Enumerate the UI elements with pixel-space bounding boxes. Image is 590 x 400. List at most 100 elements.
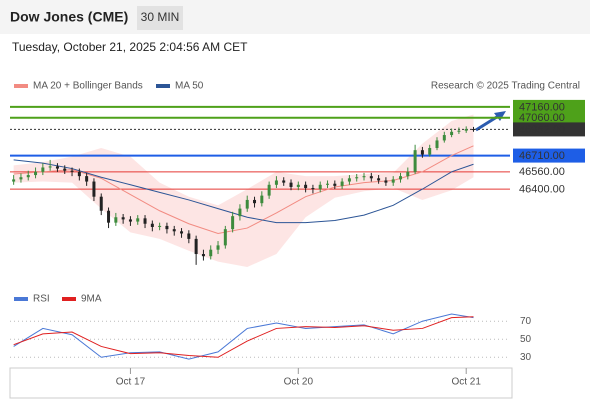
candle-body [428, 148, 432, 155]
candle-body [223, 229, 227, 246]
candle-body [457, 130, 461, 132]
legend-swatch [14, 84, 28, 88]
price-label: 46400.00 [519, 184, 565, 196]
x-tick-label: Oct 17 [116, 377, 146, 388]
candle-body [442, 135, 446, 141]
price-label-box [513, 110, 585, 125]
price-label-box [513, 99, 585, 114]
candle-body [41, 167, 45, 172]
candle-body [209, 249, 213, 257]
candle-body [77, 171, 81, 177]
candle-body [289, 182, 293, 187]
legend-swatch [62, 297, 76, 301]
price-label: 47060.00 [519, 112, 565, 124]
price-label: 47160.00 [519, 101, 565, 113]
candle-body [216, 245, 220, 250]
candle-body [231, 216, 235, 230]
interval[interactable]: 30 MIN [141, 10, 180, 24]
legend-label: MA 50 [175, 81, 204, 92]
candle-body [362, 176, 366, 178]
candle-body [472, 129, 476, 131]
y-tick-label: 50 [520, 334, 532, 345]
candle-body [136, 218, 140, 222]
candle-body [172, 229, 176, 232]
instrument-title: Dow Jones (CME) [10, 9, 128, 25]
candle-body [187, 233, 191, 239]
candle-body [92, 181, 96, 197]
bollinger-band [13, 114, 474, 268]
y-tick-label: 70 [520, 316, 532, 327]
candle-body [70, 170, 74, 172]
candle-body [450, 131, 454, 136]
candle-body [406, 171, 410, 177]
candle-body [282, 180, 286, 183]
legend-label: RSI [33, 294, 50, 305]
interval-box[interactable] [137, 6, 183, 30]
rsi-line [13, 316, 474, 358]
candle-body [384, 180, 388, 183]
candle-body [114, 217, 118, 223]
candle-body [377, 178, 381, 181]
candle-body [165, 225, 169, 230]
candle-body [274, 180, 278, 185]
candle-body [413, 150, 417, 172]
candle-body [121, 217, 125, 220]
candle-body [238, 208, 242, 217]
header-bar [0, 0, 590, 34]
candle-body [194, 238, 198, 255]
candle-body [245, 199, 249, 209]
projection-arrow-head [494, 111, 506, 121]
legend-label: 9MA [81, 294, 102, 305]
candle-body [180, 231, 184, 234]
candle-body [48, 166, 52, 168]
price-label-box [513, 122, 585, 137]
candle-body [267, 184, 271, 196]
candle-body [304, 184, 308, 189]
candle-body [355, 177, 359, 179]
ma20-line [13, 145, 474, 234]
candle-body [391, 179, 395, 183]
candle-body [340, 181, 344, 186]
candle-body [318, 184, 322, 190]
legend-swatch [14, 297, 28, 301]
price-label: 46952.00 [519, 124, 565, 136]
candle-body [253, 199, 257, 204]
candle-body [435, 140, 439, 149]
legend-label: MA 20 + Bollinger Bands [33, 81, 143, 92]
candle-body [85, 176, 89, 182]
candle-body [128, 219, 132, 222]
candle-body [19, 177, 23, 180]
candle-body [55, 166, 59, 169]
y-tick-label: 30 [520, 352, 532, 363]
candle-body [399, 176, 403, 180]
candle-body [311, 188, 315, 190]
candle-body [333, 183, 337, 186]
candle-body [464, 129, 468, 131]
candle-body [34, 171, 38, 176]
candle-body [420, 150, 424, 155]
price-label: 46560.00 [519, 166, 565, 178]
price-label-box [513, 148, 585, 163]
x-tick-label: Oct 20 [284, 377, 314, 388]
candle-body [12, 179, 16, 182]
x-axis-frame [9, 367, 513, 399]
candle-body [326, 183, 330, 185]
candle-body [369, 176, 373, 179]
candle-body [201, 254, 205, 257]
candle-body [63, 168, 67, 171]
credit: Research © 2025 Trading Central [431, 81, 580, 92]
candle-body [260, 195, 264, 204]
candle-body [150, 223, 154, 227]
legend-swatch [156, 84, 170, 88]
candle-body [143, 218, 147, 224]
price-label: 46710.00 [519, 150, 565, 162]
candle-body [26, 175, 30, 178]
candle-body [107, 210, 111, 223]
timestamp: Tuesday, October 21, 2025 2:04:56 AM CET [12, 40, 248, 54]
ma50-line [13, 159, 474, 224]
candle-body [158, 225, 162, 227]
candle-body [296, 184, 300, 187]
x-tick-label: Oct 21 [451, 377, 481, 388]
candle-body [347, 178, 351, 182]
